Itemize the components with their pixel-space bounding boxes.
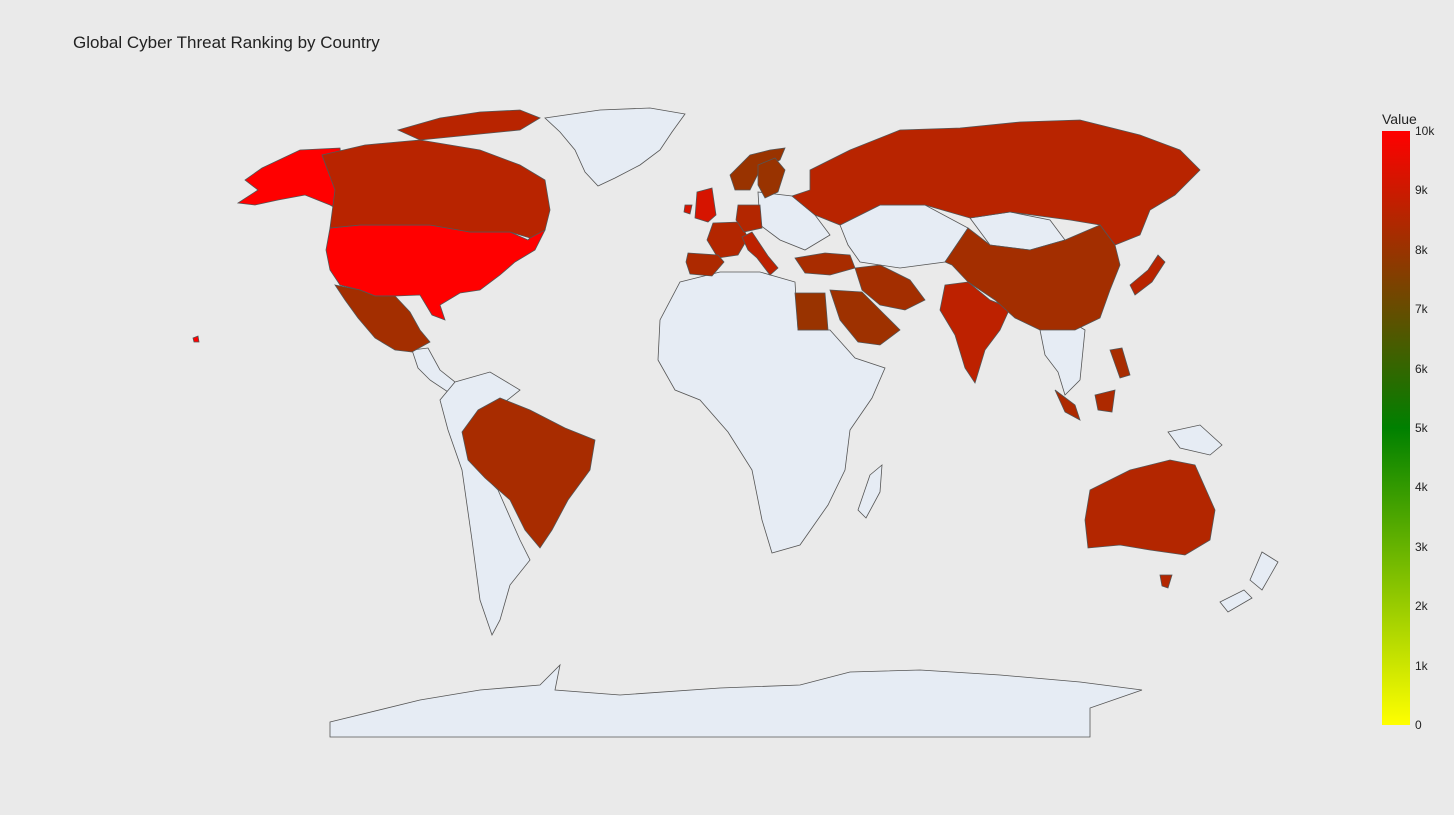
country-shape <box>794 292 829 331</box>
colorbar-tick: 9k <box>1415 183 1428 198</box>
colorbar-tick: 1k <box>1415 658 1428 673</box>
colorbar-tick: 2k <box>1415 599 1428 614</box>
country-shape <box>854 264 926 311</box>
region-antarctica <box>329 663 1143 738</box>
country-saudi-arabia <box>829 289 901 346</box>
colorbar-tick: 8k <box>1415 242 1428 257</box>
region-madagascar <box>857 464 883 519</box>
country-shape <box>939 281 1011 384</box>
country-shape <box>683 204 693 215</box>
country-brazil <box>461 397 596 549</box>
country-shape <box>334 284 431 353</box>
country-shape <box>396 109 541 141</box>
country-shape <box>461 397 596 549</box>
country-layer <box>192 109 1216 589</box>
country-spain <box>685 252 725 277</box>
country-canada <box>321 109 551 239</box>
country-shape <box>1159 574 1173 589</box>
region-new-zealand-s <box>1219 589 1253 613</box>
colorbar-tick: 5k <box>1415 421 1428 435</box>
country-india <box>939 281 1011 384</box>
country-shape <box>1109 347 1131 379</box>
country-shape <box>735 204 763 233</box>
country-russia <box>791 119 1201 246</box>
colorbar <box>1382 131 1410 725</box>
country-shape <box>794 252 856 276</box>
country-shape <box>1129 254 1166 296</box>
country-germany <box>735 204 763 233</box>
country-shape <box>729 147 786 191</box>
country-japan <box>1129 254 1166 296</box>
country-united-kingdom <box>683 187 717 223</box>
country-shape <box>944 224 1121 331</box>
country-philippines <box>1109 347 1131 379</box>
country-shape <box>192 335 200 343</box>
colorbar-title: Value <box>1382 111 1417 127</box>
country-shape <box>1084 459 1216 556</box>
country-china <box>944 224 1121 331</box>
region-central-america <box>411 347 456 393</box>
region-new-zealand-n <box>1249 551 1279 591</box>
country-shape <box>1054 389 1081 421</box>
country-shape <box>741 231 779 276</box>
country-shape <box>829 289 901 346</box>
country-italy <box>741 231 779 276</box>
colorbar-tick: 7k <box>1415 302 1428 317</box>
region-new-guinea <box>1167 424 1223 456</box>
colorbar-tick: 6k <box>1415 361 1428 376</box>
colorbar-tick: 4k <box>1415 480 1428 495</box>
colorbar-tick: 3k <box>1415 539 1428 554</box>
country-mexico <box>334 284 431 353</box>
country-egypt <box>794 292 829 331</box>
land-layer <box>329 107 1279 738</box>
country-shape <box>1094 389 1116 413</box>
country-indonesia <box>1054 389 1116 421</box>
country-shape <box>791 119 1201 246</box>
country-shape <box>757 157 786 199</box>
country-turkey <box>794 252 856 276</box>
country-norway <box>729 147 786 191</box>
colorbar-tick: 10k <box>1415 124 1435 138</box>
country-shape <box>321 139 551 239</box>
map-title: Global Cyber Threat Ranking by Country <box>73 33 380 52</box>
country-australia <box>1084 459 1216 589</box>
country-shape <box>685 252 725 277</box>
country-shape <box>694 187 717 223</box>
colorbar-tick: 0 <box>1415 718 1422 732</box>
country-shape <box>236 147 349 216</box>
country-sweden <box>757 157 786 199</box>
country-iran <box>854 264 926 311</box>
region-greenland <box>544 107 686 187</box>
